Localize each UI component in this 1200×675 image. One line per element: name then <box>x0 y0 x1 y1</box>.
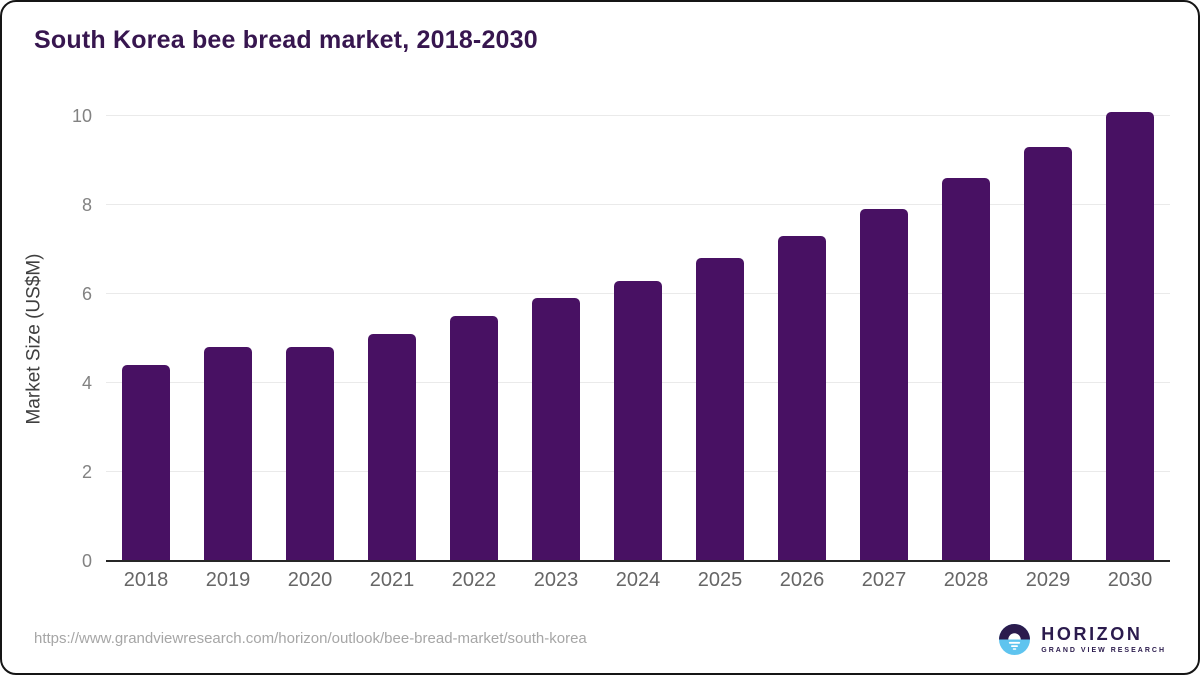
x-axis-label-2029: 2029 <box>1025 569 1071 591</box>
horizon-logo: HORIZON GRAND VIEW RESEARCH <box>999 618 1166 660</box>
y-tick-label-10: 10 <box>71 106 92 126</box>
x-axis-label-2028: 2028 <box>943 569 989 591</box>
x-axis-label-2018: 2018 <box>123 569 169 591</box>
bar-2029[interactable] <box>1024 147 1072 561</box>
x-axis-label-2021: 2021 <box>369 569 415 591</box>
x-axis-label-2022: 2022 <box>451 569 497 591</box>
x-axis-label-2024: 2024 <box>615 569 661 591</box>
bar-2023[interactable] <box>532 298 580 561</box>
x-axis-label-2030: 2030 <box>1107 569 1153 591</box>
x-axis-labels: 2018 2019 2020 2021 2022 2023 2024 2025 2026 2027… <box>106 569 1170 595</box>
y-tick-label-0: 0 <box>81 551 92 571</box>
x-axis-label-2027: 2027 <box>861 569 907 591</box>
source-url: https://www.grandviewresearch.com/horizo… <box>34 630 587 647</box>
logo-text: HORIZON GRAND VIEW RESEARCH <box>1041 625 1166 654</box>
bar-2018[interactable] <box>122 365 170 561</box>
bar-2028[interactable] <box>942 178 990 561</box>
y-tick-label-4: 4 <box>81 373 92 393</box>
bar-2020[interactable] <box>286 347 334 561</box>
bar-2019[interactable] <box>204 347 252 561</box>
x-axis-label-2019: 2019 <box>205 569 251 591</box>
gridline-8 <box>106 204 1170 205</box>
y-tick-label-2: 2 <box>81 462 92 482</box>
horizon-sun-icon <box>999 623 1031 655</box>
bar-2030[interactable] <box>1106 111 1154 561</box>
bar-2026[interactable] <box>778 236 826 561</box>
chart-title: South Korea bee bread market, 2018-2030 <box>34 26 538 54</box>
bar-2027[interactable] <box>860 209 908 561</box>
y-tick-label-6: 6 <box>81 284 92 304</box>
bar-2022[interactable] <box>450 316 498 561</box>
bar-2021[interactable] <box>368 334 416 561</box>
plot-area <box>106 111 1170 562</box>
bar-2024[interactable] <box>614 280 662 561</box>
logo-name: HORIZON <box>1041 623 1143 644</box>
y-tick-label-8: 8 <box>81 195 92 215</box>
x-axis-line <box>106 560 1170 562</box>
bar-2025[interactable] <box>696 258 744 561</box>
x-axis-label-2025: 2025 <box>697 569 743 591</box>
y-axis-tick-labels: 0 2 4 6 8 10 <box>2 106 94 571</box>
logo-tagline: GRAND VIEW RESEARCH <box>1041 646 1166 654</box>
gridline-10 <box>106 115 1170 116</box>
x-axis-label-2023: 2023 <box>533 569 579 591</box>
x-axis-label-2020: 2020 <box>287 569 333 591</box>
x-axis-label-2026: 2026 <box>779 569 825 591</box>
